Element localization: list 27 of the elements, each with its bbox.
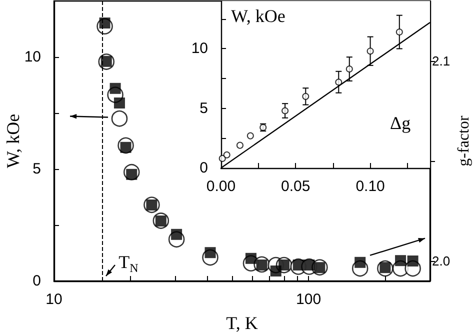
y2-tick-label: 2.0 [432,254,450,268]
point [366,48,374,55]
point [302,92,310,100]
y-tick-label: 10 [191,40,208,58]
y-axis-title: W, kOe [231,6,286,26]
point [282,107,289,114]
x-tick-label: 0.00 [206,178,236,195]
y-tick-label: 5 [32,160,41,178]
y-tick-label: 5 [200,100,208,117]
y-axis-title: W, kOe [3,114,23,168]
point [218,154,226,162]
x-axis-title: T, K [226,313,258,332]
x-tick-label: 100 [296,291,322,308]
y-tick-label: 0 [200,160,208,176]
point [236,142,244,149]
y-tick-label: 10 [24,48,41,66]
point [223,151,230,158]
x-tick-label: 0.05 [281,178,310,195]
point [396,28,403,36]
point [346,65,353,72]
point [335,78,342,86]
y-tick-label: 0 [32,272,41,290]
y2-tick-label: 2.1 [432,54,450,68]
x-axis-title: Δg [390,113,411,133]
x-tick-label: 0.10 [356,178,385,195]
y2-axis-title: g-factor [456,115,472,166]
point [246,132,254,140]
